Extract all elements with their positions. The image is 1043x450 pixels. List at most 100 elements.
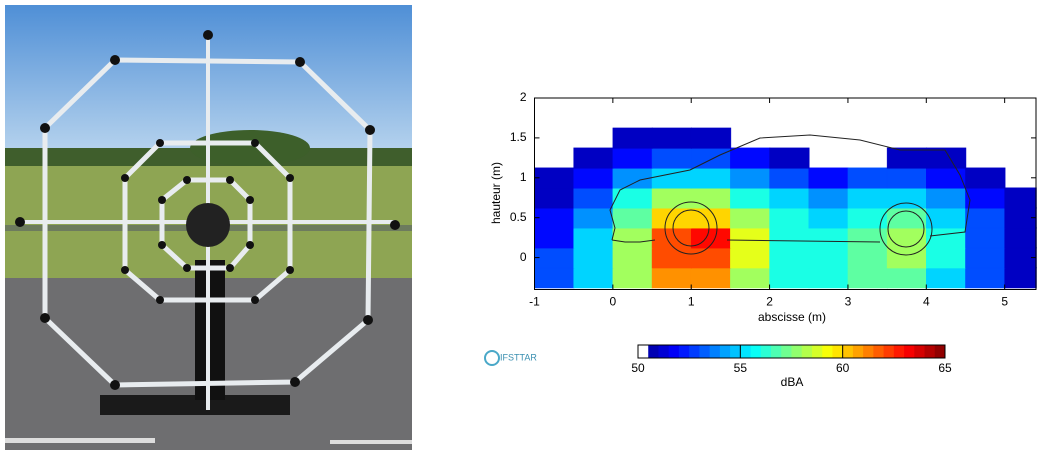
colorbar-swatch (638, 345, 649, 358)
colorbar-swatch (668, 345, 680, 358)
heat-cell (965, 227, 1006, 249)
heat-cell (730, 267, 771, 289)
heat-cell (769, 207, 810, 229)
colorbar-swatch (730, 345, 741, 358)
heat-cell (730, 167, 771, 189)
heat-cell (690, 267, 732, 289)
heat-cell (690, 167, 732, 189)
colorbar-swatch (699, 345, 711, 358)
x-tick-label: 5 (1001, 295, 1008, 309)
heat-cell (926, 167, 967, 189)
colorbar-swatch (822, 345, 833, 358)
heat-cell (573, 247, 614, 269)
wheel (887, 210, 925, 248)
heat-cell (612, 267, 653, 289)
heat-cell (847, 187, 888, 209)
colorbar-swatch (811, 345, 823, 358)
y-tick-label: 2 (520, 90, 527, 104)
heat-cell (651, 267, 692, 289)
heat-cell (573, 167, 614, 189)
y-tick-label: 1 (520, 170, 527, 184)
heat-cell (808, 227, 849, 249)
heat-cell (730, 227, 771, 249)
heat-cell (965, 167, 1006, 189)
colorbar-swatch (740, 345, 752, 358)
heat-cell (651, 127, 692, 149)
colorbar-swatch (678, 345, 690, 358)
car-outline (609, 134, 971, 243)
heat-cell (847, 247, 888, 269)
colorbar-swatch (781, 345, 792, 358)
heat-cell (573, 267, 614, 289)
heat-cell (847, 267, 888, 289)
colorbar-swatch (689, 345, 700, 358)
heat-cell (965, 247, 1006, 269)
heat-cell (965, 267, 1006, 289)
heat-cell (1004, 267, 1037, 289)
colorbar-tick-label: 60 (836, 361, 850, 375)
colorbar-label: dBA (781, 375, 804, 389)
heat-cell (612, 127, 653, 149)
y-tick-label: 0 (520, 250, 527, 264)
photo (5, 5, 412, 450)
heatmap-plot (534, 127, 1037, 289)
x-tick-label: 0 (610, 295, 617, 309)
heat-cell (730, 187, 771, 209)
heat-cell (808, 207, 849, 229)
wheel (879, 202, 933, 256)
plot-frame (534, 97, 1037, 290)
colorbar-swatch (832, 345, 844, 358)
x-tick-label: 1 (688, 295, 695, 309)
heat-cell (612, 227, 653, 249)
colorbar-swatch (904, 345, 915, 358)
heat-cell (690, 187, 732, 209)
heat-cell (769, 247, 810, 269)
x-axis-label: abscisse (m) (758, 310, 826, 324)
heat-cell (926, 187, 967, 209)
heat-cell (886, 187, 928, 209)
heat-cell (769, 187, 810, 209)
colorbar-swatch (893, 345, 905, 358)
heat-cell (730, 207, 771, 229)
colorbar-swatch (883, 345, 895, 358)
y-tick-label: 1.5 (510, 130, 527, 144)
colorbar-swatch (760, 345, 772, 358)
heat-cell (926, 147, 967, 169)
colorbar-tick-label: 50 (631, 361, 645, 375)
logo-text: IFSTTAR (500, 352, 537, 362)
colorbar-tick-label: 55 (734, 361, 748, 375)
heat-cell (534, 247, 575, 269)
colorbar-swatch (771, 345, 782, 358)
y-axis-label: hauteur (m) (489, 162, 503, 224)
colorbar-swatch (852, 345, 864, 358)
wheel (672, 209, 710, 247)
x-tick-label: 3 (845, 295, 852, 309)
colorbar-tick-label: 65 (938, 361, 952, 375)
colorbar-swatch (709, 345, 721, 358)
heat-cell (534, 167, 575, 189)
heat-cell (926, 247, 967, 269)
colorbar-swatch (648, 345, 659, 358)
heat-cell (651, 147, 692, 169)
heat-cell (769, 147, 810, 169)
heat-cell (769, 267, 810, 289)
x-tick-label: 4 (923, 295, 930, 309)
heat-cell (573, 227, 614, 249)
x-tick-label: 2 (766, 295, 773, 309)
heat-cell (651, 187, 692, 209)
heat-cell (886, 147, 928, 169)
heat-cell (534, 227, 575, 249)
heat-cell (573, 207, 614, 229)
heat-cell (573, 147, 614, 169)
heat-cell (1004, 227, 1037, 249)
heat-cell (965, 207, 1006, 229)
colorbar-swatch (863, 345, 874, 358)
colorbar-swatch (719, 345, 731, 358)
heat-cell (612, 147, 653, 169)
heat-cell (886, 227, 928, 249)
heat-cell (534, 267, 575, 289)
heat-cell (690, 147, 732, 169)
heat-cell (926, 207, 967, 229)
